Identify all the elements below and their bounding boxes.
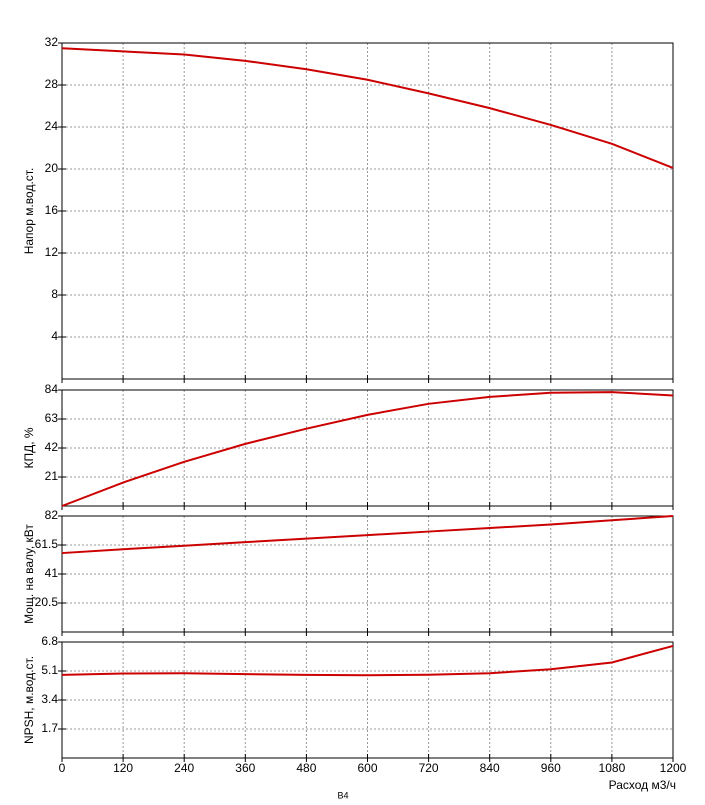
x-tick-label: 840 bbox=[480, 761, 500, 775]
y-tick-label: 84 bbox=[45, 382, 59, 396]
y-axis-label: КПД, % bbox=[22, 427, 36, 468]
data-line bbox=[61, 515, 674, 555]
plot-frame bbox=[61, 389, 674, 507]
y-tick-label: 20 bbox=[45, 161, 59, 175]
y-tick-label: 41 bbox=[45, 566, 59, 580]
y-tick-label: 32 bbox=[45, 35, 59, 49]
data-line bbox=[61, 644, 674, 677]
y-tick-label: 1.7 bbox=[41, 721, 58, 735]
y-axis-label: Напор м.вод.ст. bbox=[22, 168, 36, 255]
plot-frame bbox=[61, 515, 674, 633]
x-tick-label: 240 bbox=[174, 761, 194, 775]
x-tick-label: 600 bbox=[357, 761, 377, 775]
plot-frame bbox=[61, 641, 674, 759]
y-tick-label: 42 bbox=[45, 440, 59, 454]
x-tick-label: 480 bbox=[296, 761, 316, 775]
data-line bbox=[61, 391, 674, 507]
y-tick-label: 12 bbox=[45, 245, 59, 259]
y-tick-label: 21 bbox=[45, 469, 59, 483]
x-tick-label: 1080 bbox=[599, 761, 626, 775]
y-axis-label: NPSH, м.вод.ст. bbox=[22, 656, 36, 744]
x-tick-label: 120 bbox=[113, 761, 133, 775]
x-tick-label: 360 bbox=[235, 761, 255, 775]
x-tick-label: 960 bbox=[541, 761, 561, 775]
y-tick-label: 82 bbox=[45, 508, 59, 522]
y-tick-label: 4 bbox=[51, 329, 58, 343]
y-tick-label: 8 bbox=[51, 287, 58, 301]
plot-frame bbox=[61, 42, 674, 380]
y-axis-label: Мощ. на валу, кВт bbox=[22, 524, 36, 624]
y-tick-label: 6.8 bbox=[41, 634, 58, 648]
x-tick-label: 0 bbox=[59, 761, 66, 775]
y-tick-label: 20.5 bbox=[35, 595, 59, 609]
y-tick-label: 61.5 bbox=[35, 537, 59, 551]
y-tick-label: 24 bbox=[45, 119, 59, 133]
x-tick-label: 720 bbox=[419, 761, 439, 775]
y-tick-label: 28 bbox=[45, 77, 59, 91]
x-axis-label: Расход м3/ч bbox=[609, 778, 676, 792]
y-tick-label: 63 bbox=[45, 411, 59, 425]
y-tick-label: 3.4 bbox=[41, 692, 58, 706]
y-tick-label: 5.1 bbox=[41, 663, 58, 677]
x-tick-label: 1200 bbox=[660, 761, 687, 775]
y-tick-label: 16 bbox=[45, 203, 59, 217]
annotation: В4 bbox=[337, 790, 348, 800]
data-line bbox=[61, 47, 674, 169]
